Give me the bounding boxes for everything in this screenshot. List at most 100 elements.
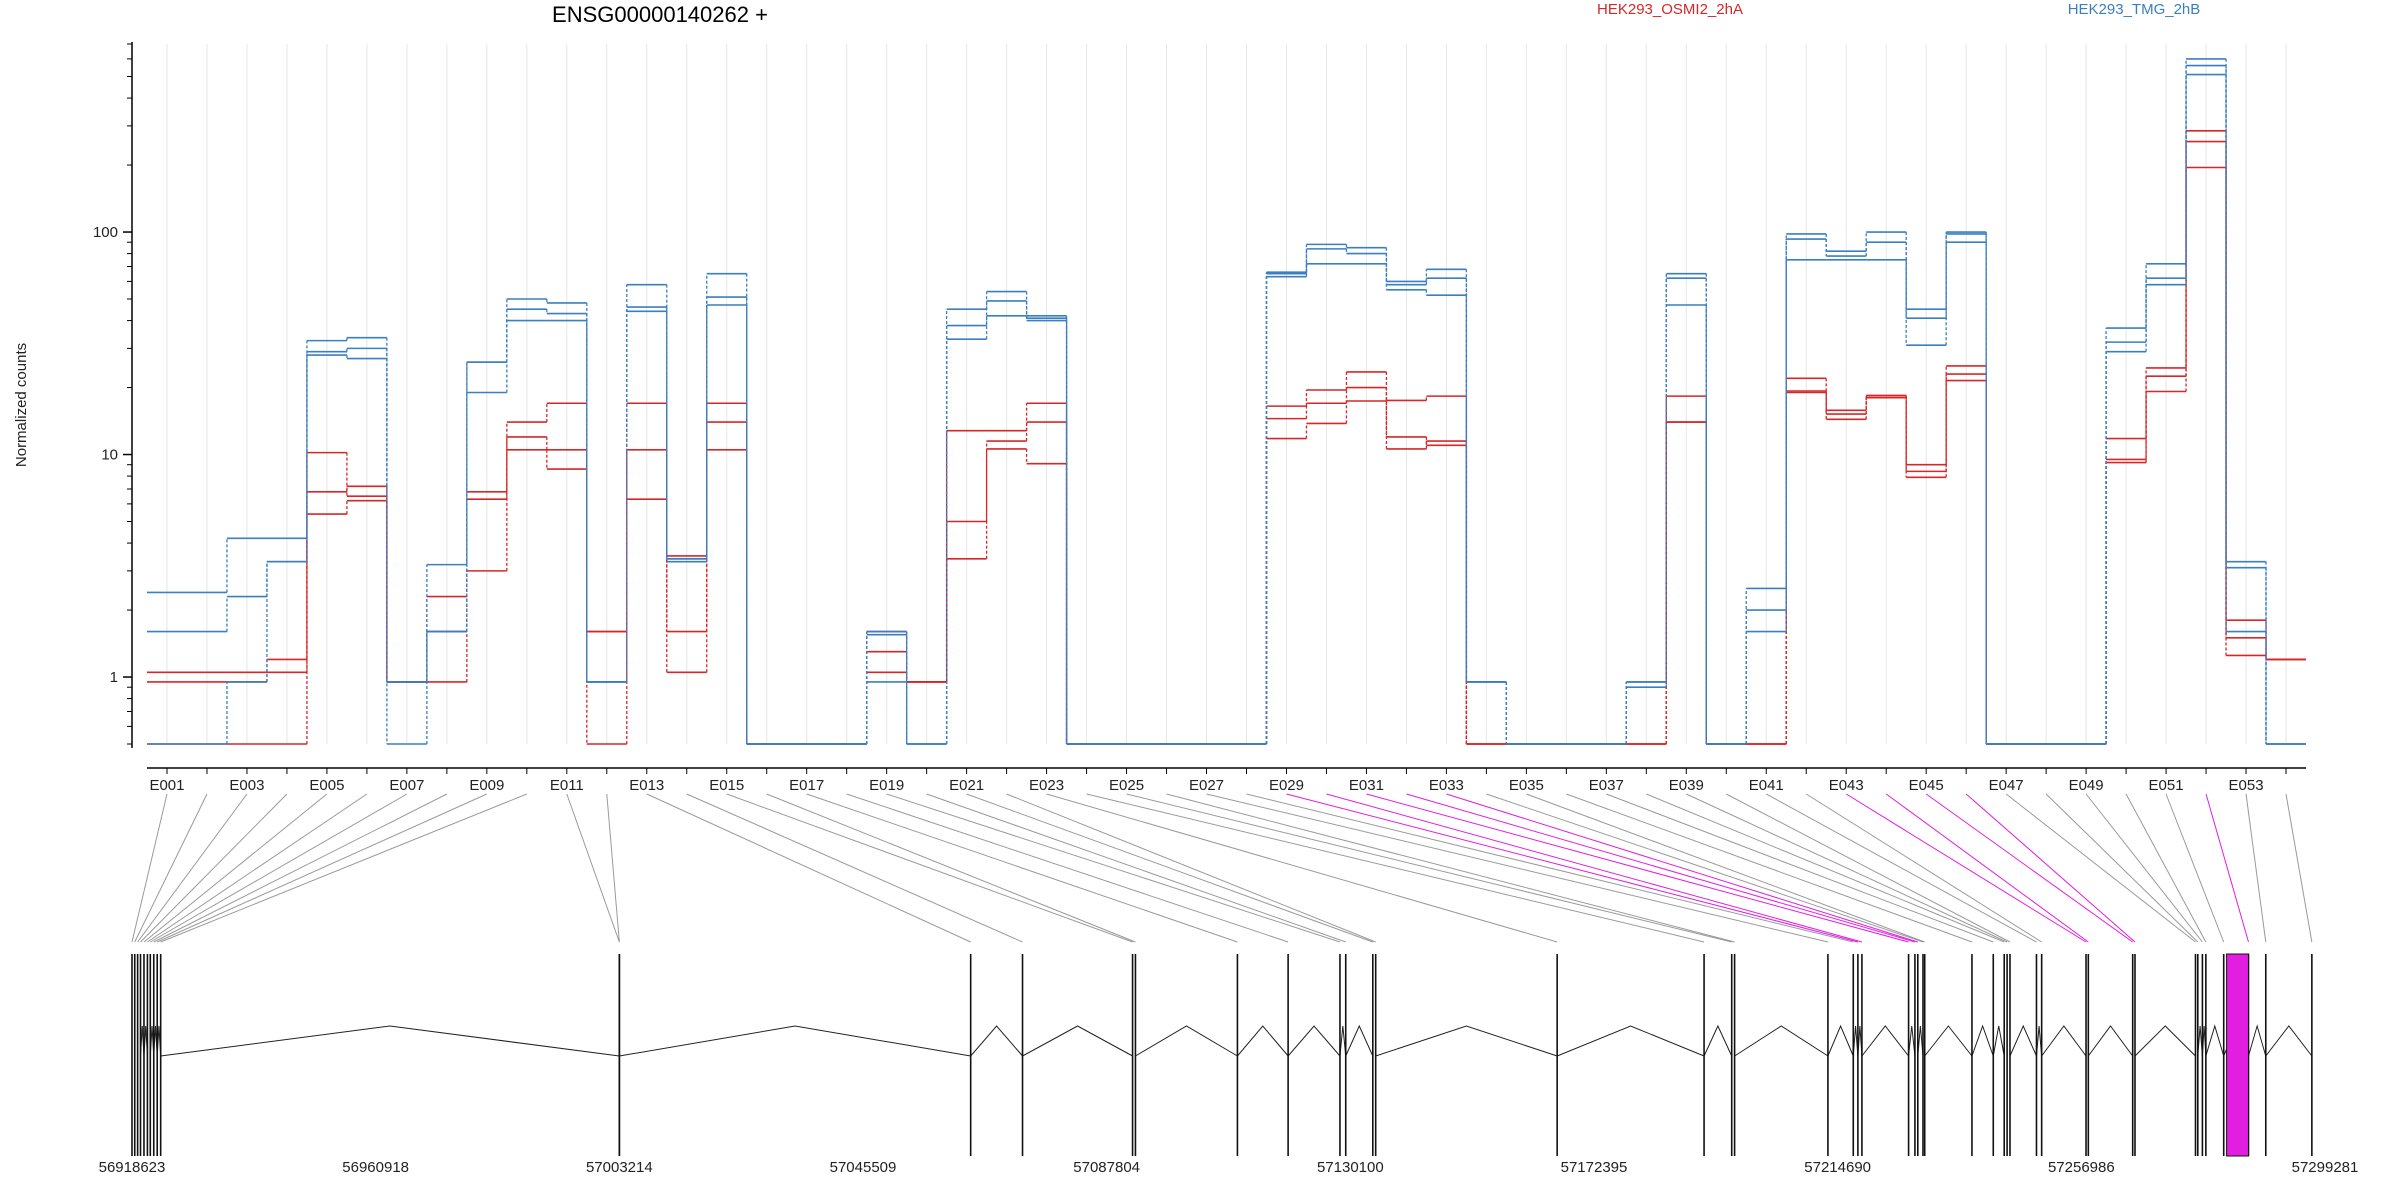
exon-connector	[2125, 793, 2207, 943]
exon-connector	[1885, 793, 2089, 943]
exon-connector	[134, 793, 208, 943]
intron	[1971, 1024, 1994, 1057]
exon-connector	[1766, 793, 2037, 943]
x-tick-label: E045	[1909, 777, 1944, 794]
exon-connector	[1166, 793, 1735, 943]
exon-connector	[160, 793, 528, 943]
exon-connector	[886, 793, 1341, 943]
exon-connector	[1726, 793, 2011, 943]
exon-connector	[137, 793, 248, 943]
x-tick-label: E005	[309, 777, 344, 794]
exon-connector	[766, 793, 1136, 943]
exon-connector	[646, 793, 971, 943]
genomic-tick-label: 57256986	[2048, 1159, 2115, 1176]
exon-connector	[926, 793, 1346, 943]
x-tick-label: E043	[1829, 777, 1864, 794]
y-tick-label: 10	[101, 447, 118, 464]
x-tick-label: E013	[629, 777, 664, 794]
intron	[1135, 1025, 1238, 1057]
intron	[2265, 1025, 2313, 1057]
exon-connector	[2045, 793, 2199, 943]
x-tick-label: E019	[869, 777, 904, 794]
exon-connector	[147, 793, 368, 943]
axes: 1 10 100 E001 E003 E005 E007 E009 E011 E013 E015 E0…	[93, 42, 2306, 794]
intron	[2248, 1024, 2267, 1057]
x-tick-label: E009	[469, 777, 504, 794]
intron	[160, 1025, 620, 1057]
exon-connector	[566, 793, 620, 943]
intron	[2009, 1024, 2037, 1057]
intron	[2134, 1025, 2196, 1057]
x-tick-label: E033	[1429, 777, 1464, 794]
chart-title: ENSG00000140262 +	[552, 2, 768, 27]
series-lines	[147, 58, 2306, 745]
intron	[1917, 1025, 1924, 1057]
exon-connector	[1206, 793, 1829, 943]
y-tick-label: 100	[93, 224, 118, 241]
exon-connector	[1845, 793, 2087, 943]
intron	[1237, 1025, 1289, 1057]
series-tmg-4	[147, 73, 2306, 745]
x-tick-label: E027	[1189, 777, 1224, 794]
genomic-tick-label: 56960918	[342, 1159, 409, 1176]
x-tick-label: E035	[1509, 777, 1544, 794]
exon-connector	[1566, 793, 1973, 943]
genomic-tick-label: 57087804	[1073, 1159, 1140, 1176]
legend-label-tmg: HEK293_TMG_2hB	[2068, 1, 2201, 18]
x-tick-label: E049	[2069, 777, 2104, 794]
exon-connector	[1646, 793, 2005, 943]
legend-label-osmi2: HEK293_OSMI2_2hA	[1597, 1, 1743, 18]
x-tick-label: E025	[1109, 777, 1144, 794]
intron	[1556, 1025, 1705, 1057]
exon-connector	[143, 793, 328, 943]
exon-connector	[1046, 793, 1558, 943]
exon-connector	[1086, 793, 1705, 943]
x-tick-label: E037	[1589, 777, 1624, 794]
exon-connector	[1526, 793, 1925, 943]
exon-connector	[1686, 793, 2008, 943]
exon-connector	[1805, 793, 2042, 943]
exon-connector	[1286, 793, 1859, 943]
exon-connector	[1925, 793, 2133, 943]
exon-connector	[1126, 793, 1732, 943]
x-tick-label: E007	[389, 777, 424, 794]
genomic-tick-label: 57172395	[1561, 1159, 1628, 1176]
exon-connector	[2085, 793, 2203, 943]
genomic-tick-label: 57299281	[2292, 1159, 2359, 1176]
exon-connector	[966, 793, 1373, 943]
intron	[619, 1025, 971, 1057]
exon-connector	[140, 793, 288, 943]
exon-connector	[153, 793, 448, 943]
exon-connector	[2245, 793, 2267, 943]
exon-connector	[2005, 793, 2196, 943]
intron	[1703, 1024, 1733, 1057]
series-osmi2-1	[147, 166, 2306, 745]
genomic-tick-label: 57045509	[830, 1159, 897, 1176]
x-tick-label: E031	[1349, 777, 1384, 794]
intron	[1924, 1025, 1973, 1057]
exon-connector	[2205, 793, 2249, 943]
exon-connector	[2285, 793, 2313, 943]
intron	[1827, 1024, 1854, 1057]
exon-connector	[1486, 793, 1924, 943]
exon-connector	[1606, 793, 1994, 943]
series-osmi2-0	[147, 130, 2306, 745]
genomic-tick-label: 56918623	[99, 1159, 166, 1176]
intron	[2087, 1025, 2134, 1057]
exon-connector	[131, 793, 168, 943]
exon-connector	[1246, 793, 1854, 943]
intron	[1908, 1025, 1916, 1057]
gene-model: 56918623 56960918 57003214 57045509 57087804…	[99, 953, 2359, 1176]
intron	[2035, 1025, 2043, 1057]
intron	[2205, 1024, 2225, 1057]
exon-connector	[2165, 793, 2225, 943]
exon-connector	[1446, 793, 1918, 943]
exon-connector	[726, 793, 1133, 943]
intron	[1339, 1025, 1347, 1057]
x-tick-label: E047	[1989, 777, 2024, 794]
highlighted-exon	[2226, 953, 2249, 1157]
intron	[2041, 1025, 2087, 1057]
genomic-tick-label: 57003214	[586, 1159, 653, 1176]
x-tick-label: E029	[1269, 777, 1304, 794]
